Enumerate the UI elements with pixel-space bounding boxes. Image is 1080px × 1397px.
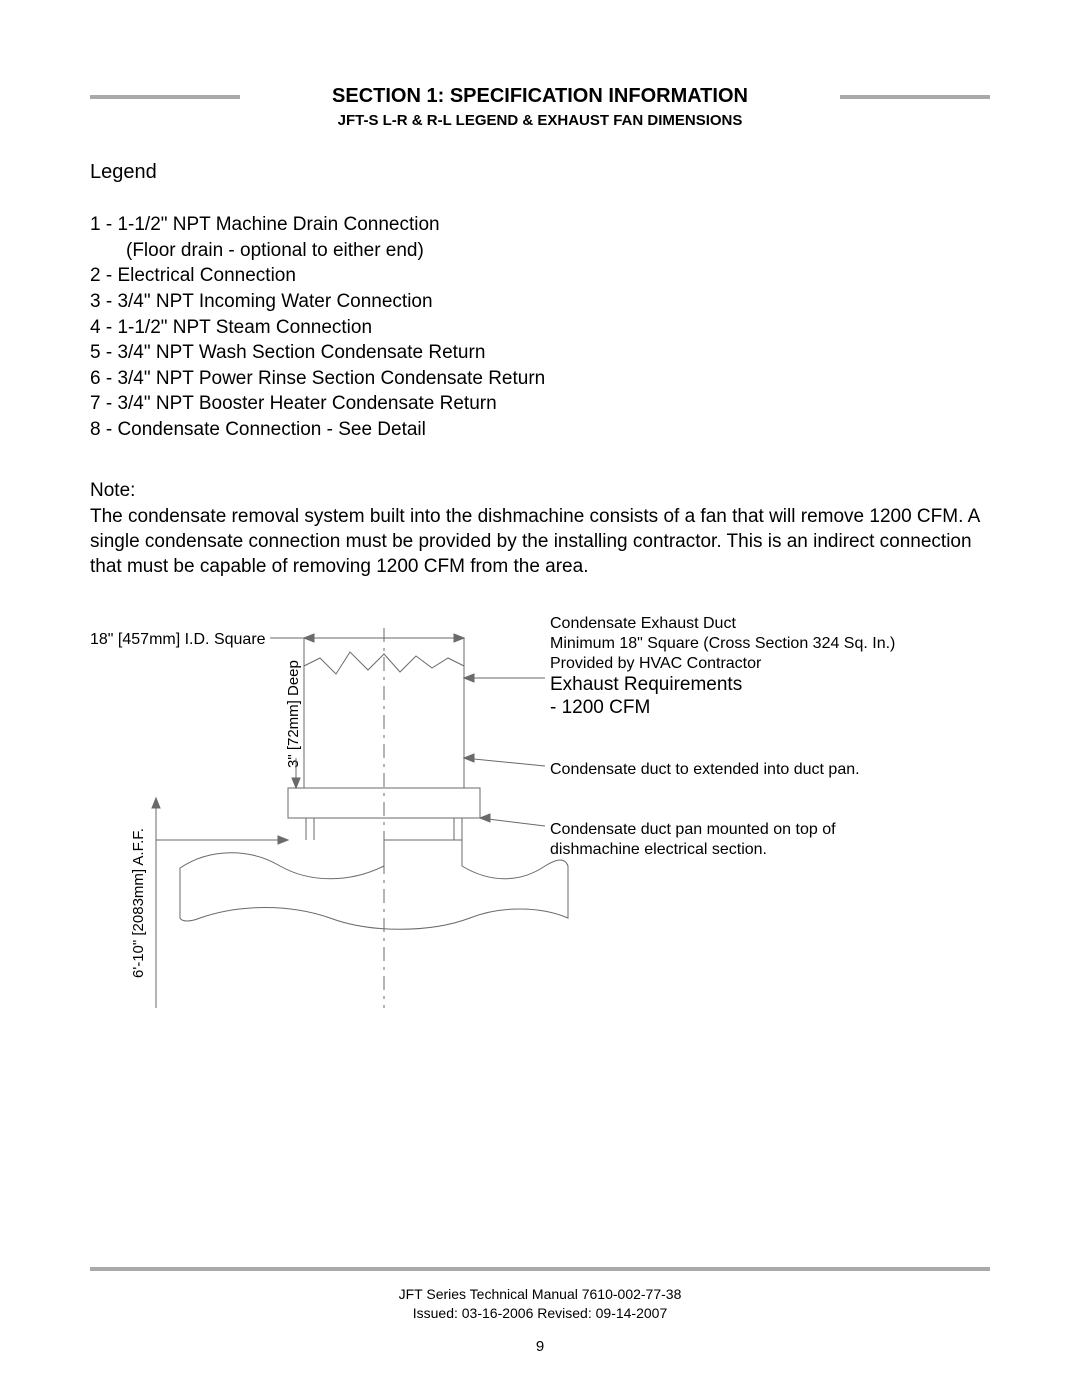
legend-list: 1 - 1-1/2" NPT Machine Drain Connection … (90, 212, 990, 443)
diagram-svg (90, 608, 990, 1028)
legend-item: 8 - Condensate Connection - See Detail (90, 417, 990, 443)
legend-item: 4 - 1-1/2" NPT Steam Connection (90, 315, 990, 341)
legend-item: 2 - Electrical Connection (90, 263, 990, 289)
legend-item: 6 - 3/4" NPT Power Rinse Section Condens… (90, 366, 990, 392)
header-line: SECTION 1: SPECIFICATION INFORMATION (90, 85, 990, 108)
legend-item: 1 - 1-1/2" NPT Machine Drain Connection (90, 212, 990, 238)
footer: JFT Series Technical Manual 7610-002-77-… (90, 1267, 990, 1357)
legend-heading: Legend (90, 161, 990, 184)
note-block: Note: The condensate removal system buil… (90, 479, 990, 580)
legend-item-sub: (Floor drain - optional to either end) (90, 238, 990, 264)
legend-item: 3 - 3/4" NPT Incoming Water Connection (90, 289, 990, 315)
note-body: The condensate removal system built into… (90, 505, 990, 579)
rule-left (90, 95, 240, 99)
section-subtitle: JFT-S L-R & R-L LEGEND & EXHAUST FAN DIM… (90, 112, 990, 129)
legend-item: 7 - 3/4" NPT Booster Heater Condensate R… (90, 391, 990, 417)
footer-rule (90, 1267, 990, 1271)
page: SECTION 1: SPECIFICATION INFORMATION JFT… (0, 0, 1080, 1397)
rule-right (840, 95, 990, 99)
note-label: Note: (90, 479, 990, 504)
legend-item: 5 - 3/4" NPT Wash Section Condensate Ret… (90, 340, 990, 366)
footer-dates: Issued: 03-16-2006 Revised: 09-14-2007 (90, 1304, 990, 1323)
diagram: 18" [457mm] I.D. Square 3" [72mm] Deep 6… (90, 608, 990, 1028)
page-number: 9 (90, 1337, 990, 1357)
footer-manual: JFT Series Technical Manual 7610-002-77-… (90, 1285, 990, 1304)
section-title: SECTION 1: SPECIFICATION INFORMATION (240, 85, 840, 108)
